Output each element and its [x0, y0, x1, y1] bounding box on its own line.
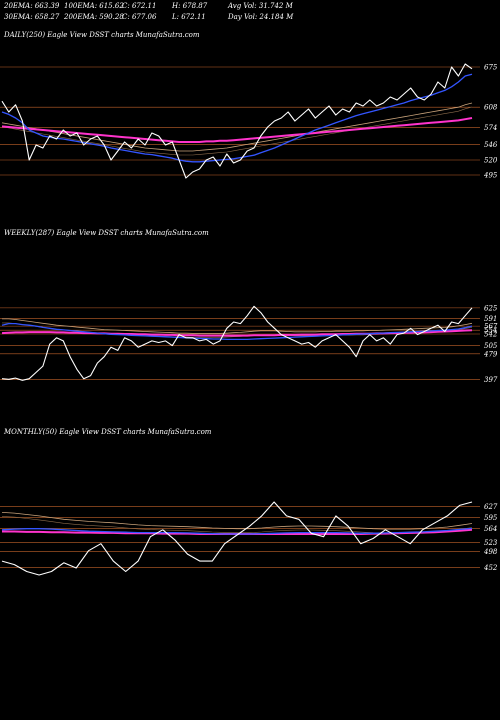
header-100ema: 100EMA: 615.62: [64, 2, 124, 10]
header-avg-vol: Avg Vol: 31.742 M: [228, 2, 293, 10]
weekly-ytick-label: 554: [484, 327, 497, 335]
daily-ytick-label: 574: [484, 124, 497, 132]
monthly-ytick-label: 452: [483, 564, 498, 572]
daily-panel: 675 608 574 546 520 495: [0, 63, 498, 180]
daily-series-ema200: [1, 117, 473, 143]
monthly-ytick-label: 498: [483, 548, 498, 556]
daily-ytick-label: 520: [484, 157, 498, 165]
weekly-ytick-label: 567: [484, 323, 498, 331]
monthly-ytick-label: 523: [484, 539, 498, 547]
weekly-series-price: [1, 305, 473, 381]
header-low: L: 672.11: [172, 13, 206, 21]
weekly-ytick-label: 479: [483, 350, 498, 358]
daily-series-price: [1, 63, 473, 179]
daily-series-ema100: [1, 102, 473, 152]
daily-ytick-label: 546: [484, 141, 498, 149]
weekly-panel-title: WEEKLY(287) Eagle View DSST charts Munaf…: [4, 229, 209, 237]
monthly-series-price: [1, 501, 473, 576]
weekly-ytick-label: 505: [484, 342, 498, 350]
daily-series-ema100-band: [1, 106, 473, 156]
header-close-2: C: 677.06: [122, 13, 157, 21]
weekly-series-ema_mid: [2, 318, 473, 334]
header-30ema: 30EMA: 658.27: [4, 13, 60, 21]
daily-panel-title: DAILY(250) Eagle View DSST charts Munafa…: [4, 31, 200, 39]
monthly-ytick-label: 627: [484, 503, 498, 511]
monthly-series-ema_fast: [1, 527, 473, 535]
daily-ytick-label: 608: [484, 104, 498, 112]
header-day-vol: Day Vol: 24.184 M: [228, 13, 294, 21]
monthly-ytick-label: 564: [484, 525, 497, 533]
header-200ema: 200EMA: 590.28: [64, 13, 124, 21]
monthly-ytick-label: 595: [484, 514, 498, 522]
daily-ytick-label: 675: [484, 64, 498, 72]
header-high: H: 678.87: [172, 2, 208, 10]
monthly-panel-title: MONTHLY(50) Eagle View DSST charts Munaf…: [4, 428, 212, 436]
daily-ytick-label: 495: [483, 172, 498, 180]
header-20ema: 20EMA: 663.39: [4, 2, 60, 10]
weekly-ytick-label: 625: [484, 304, 498, 312]
monthly-series-ema_mid: [1, 512, 473, 530]
daily-series-ema20: [1, 73, 473, 163]
weekly-ytick-label: 591: [484, 315, 497, 323]
weekly-ytick-label: 397: [484, 376, 498, 384]
weekly-ytick-label: 542: [484, 331, 498, 339]
header-close: C: 672.11: [122, 2, 157, 10]
weekly-series-ema_fast: [1, 322, 473, 341]
